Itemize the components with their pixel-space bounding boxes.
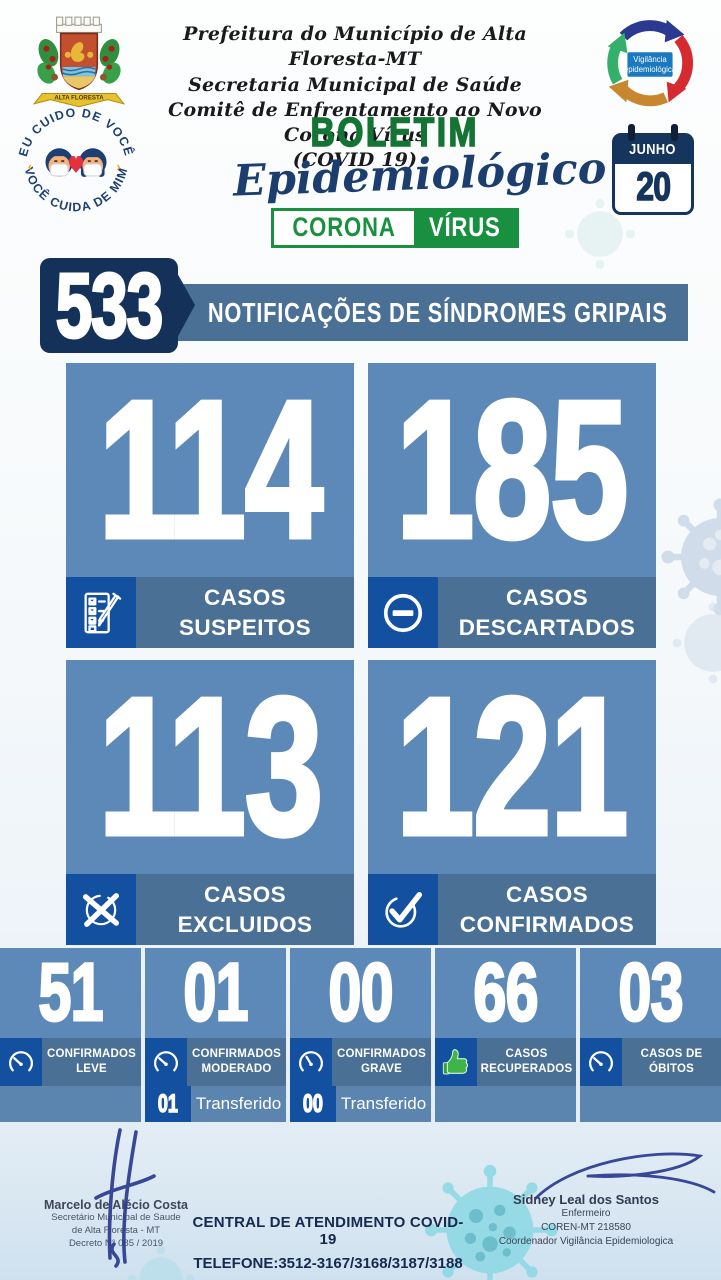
card-value: 185 <box>395 360 631 579</box>
check-circle-icon <box>368 874 438 945</box>
stat-confirmados-leve: 51 CONFIRMADOS LEVE <box>0 948 141 1122</box>
title-script: Epidemiológico <box>232 143 608 207</box>
virus-watermark <box>127 1245 195 1280</box>
signatory-left-name: Marcelo de Alécio Costa <box>43 1198 189 1212</box>
call-center-info: CENTRAL DE ATENDIMENTO COVID-19 TELEFONE… <box>192 1214 464 1272</box>
stat-value: 66 <box>472 947 539 1038</box>
summary-cards: 114 CASOS SUSPEITOS <box>66 363 656 945</box>
call-center-title: CENTRAL DE ATENDIMENTO COVID-19 <box>192 1214 464 1248</box>
stat-confirmados-moderado: 01 CONFIRMADOS MODERADO 01 Transferido <box>145 948 286 1122</box>
card-label: CASOS EXCLUIDOS <box>136 874 354 945</box>
virus-watermark <box>672 602 721 684</box>
gauge-icon <box>290 1038 332 1086</box>
minus-circle-icon <box>368 577 438 648</box>
signatory-left: Marcelo de Alécio Costa Secretário Munic… <box>28 1198 204 1250</box>
header-title: Prefeitura do Município de Alta Floresta… <box>140 22 570 174</box>
stat-subrow: 01 Transferido <box>145 1086 286 1122</box>
stat-casos-obitos: 03 CASOS DE ÓBITOS <box>580 948 721 1122</box>
crest-crown <box>56 16 102 33</box>
virus-watermark <box>661 498 721 616</box>
header-line-4: (COVID 19) <box>292 149 418 172</box>
card-casos-excluidos: 113 CASOS EXCLUIDOS <box>66 660 354 945</box>
card-casos-suspeitos: 114 CASOS SUSPEITOS <box>66 363 354 648</box>
stat-subrow <box>435 1086 576 1122</box>
signatory-right-name: Sidney Leal dos Santos <box>513 1192 659 1207</box>
calendar-month: JUNHO <box>615 136 691 164</box>
stat-label: CASOS RECUPERADOS <box>477 1038 576 1086</box>
calendar-pin <box>628 124 635 141</box>
vigilancia-label-line1: Vigilância <box>633 55 667 64</box>
transferred-count-box: 00 <box>290 1086 336 1122</box>
care-badge: EU CUIDO DE VOCÊ VOCÊ CUIDA DE MIM ‹ › <box>16 106 137 215</box>
thumbs-up-icon <box>435 1038 477 1086</box>
right-chevron-icon: › <box>116 159 120 174</box>
crest-branches <box>37 39 121 84</box>
signatory-right-title: Enfermeiro <box>561 1208 611 1219</box>
transferred-label: Transferido <box>340 1094 427 1113</box>
severity-stats-strip: 51 CONFIRMADOS LEVE 01 <box>0 948 721 1122</box>
banner-virus: VÍRUS <box>414 211 516 245</box>
calendar-day: 20 <box>635 164 671 210</box>
calendar-widget: JUNHO 20 <box>612 124 694 215</box>
stat-label: CONFIRMADOS LEVE <box>42 1038 141 1086</box>
calendar-pin <box>671 124 678 141</box>
badge-top-text: EU CUIDO DE VOCÊ <box>16 106 136 159</box>
stat-subrow: 00 Transferido <box>290 1086 431 1122</box>
coronavirus-banner: CORONA VÍRUS <box>271 208 519 248</box>
vigilancia-label-line2: epidemiológica <box>624 65 677 74</box>
stat-value: 01 <box>182 947 249 1038</box>
virus-watermark <box>565 199 635 269</box>
card-label: CASOS CONFIRMADOS <box>438 874 656 945</box>
city-crest-logo: ALTA FLORESTA <box>32 16 126 108</box>
crest-ribbon <box>32 93 126 108</box>
checklist-pencil-icon <box>66 577 136 648</box>
bulletin-title: BOLETIM Epidemiológico CORONA VÍRUS <box>232 109 608 248</box>
signatory-left-title: Secretário Municipal de Saude <box>51 1212 181 1223</box>
gauge-icon <box>580 1038 622 1086</box>
header-line-1: Prefeitura do Município de Alta Floresta… <box>183 23 527 71</box>
stat-label: CONFIRMADOS MODERADO <box>187 1038 286 1086</box>
masked-kids-illustration: ‹ › <box>28 148 121 177</box>
stat-value: 03 <box>617 947 684 1038</box>
x-circle-icon <box>66 874 136 945</box>
card-casos-confirmados: 121 CASOS CONFIRMADOS <box>368 660 656 945</box>
stat-subrow <box>580 1086 721 1122</box>
header-line-3: Comitê de Enfrentamento ao Novo Corona V… <box>168 98 542 147</box>
stat-label: CASOS DE ÓBITOS <box>622 1038 721 1086</box>
card-label: CASOS SUSPEITOS <box>136 577 354 648</box>
card-casos-descartados: 185 CASOS DESCARTADOS <box>368 363 656 648</box>
notifications-count: 533 <box>55 254 165 357</box>
signature-left <box>94 1128 156 1268</box>
gauge-icon <box>145 1038 187 1086</box>
header-line-2: Secretaria Municipal de Saúde <box>188 73 522 96</box>
signatory-right: Sidney Leal dos Santos Enfermeiro COREN-… <box>468 1192 704 1249</box>
card-value: 121 <box>395 657 631 876</box>
left-chevron-icon: ‹ <box>28 159 32 174</box>
stat-casos-recuperados: 66 CASOS RECUPERADOS <box>435 948 576 1122</box>
signature-right <box>534 1152 716 1200</box>
epidemiological-surveillance-logo: Vigilância epidemiológica <box>607 19 693 107</box>
card-value: 113 <box>97 657 325 876</box>
title-kicker: BOLETIM <box>310 109 480 155</box>
transferred-count-box: 01 <box>145 1086 191 1122</box>
call-center-phones: TELEFONE:3512-3167/3168/3187/3188 <box>193 1255 463 1272</box>
heart-icon <box>68 155 84 173</box>
gauge-icon <box>0 1038 42 1086</box>
stat-label: CONFIRMADOS GRAVE <box>332 1038 431 1086</box>
transferred-label: Transferido <box>195 1094 282 1113</box>
stat-subrow <box>0 1086 141 1122</box>
crest-ribbon-text: ALTA FLORESTA <box>54 95 104 102</box>
stat-confirmados-grave: 00 CONFIRMADOS GRAVE 00 Transferido <box>290 948 431 1122</box>
notifications-label: NOTIFICAÇÕES DE SÍNDROMES GRIPAIS <box>208 296 668 328</box>
card-label: CASOS DESCARTADOS <box>438 577 656 648</box>
notifications-count-flag: 533 <box>40 254 195 357</box>
stat-value: 00 <box>327 947 394 1038</box>
card-value: 114 <box>97 360 325 579</box>
svg-text:EU CUIDO DE VOCÊ: EU CUIDO DE VOCÊ <box>16 106 137 159</box>
virus-illustration <box>424 1164 558 1280</box>
stat-value: 51 <box>37 947 104 1038</box>
banner-corona: CORONA <box>274 211 415 245</box>
